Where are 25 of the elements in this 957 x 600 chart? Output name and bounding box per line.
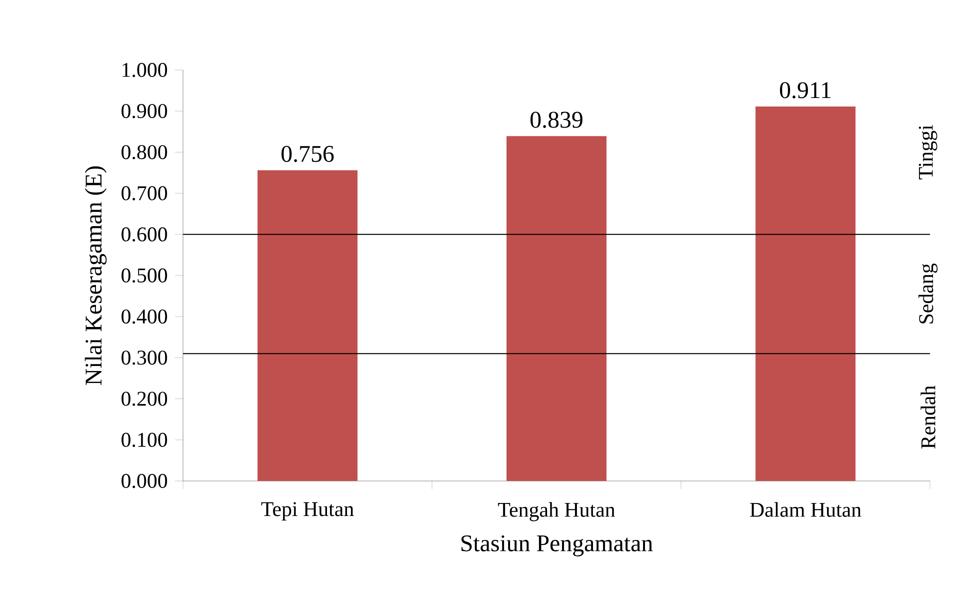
y-axis-title: Nilai Keseragaman (E)	[84, 166, 107, 385]
y-tick-label: 0.100	[122, 432, 168, 447]
x-tick-label: Dalam Hutan	[750, 502, 862, 517]
x-axis-title: Stasiun Pengamatan	[461, 535, 653, 556]
bar	[258, 170, 358, 481]
x-tick-label: Tepi Hutan	[261, 502, 354, 520]
y-tick-label: 0.700	[122, 186, 168, 200]
annotation: Sedang	[918, 264, 938, 324]
y-tick-label: 0.600	[122, 227, 168, 242]
y-tick-label: 1.000	[122, 62, 168, 78]
data-label: 0.911	[780, 82, 831, 98]
y-tick-label: 0.000	[122, 474, 168, 488]
y-tick-label: 0.500	[122, 268, 168, 283]
bar	[506, 136, 607, 481]
y-tick-label: 0.800	[122, 145, 168, 160]
y-tick-label: 0.200	[122, 392, 168, 406]
x-tick-label: Tengah Hutan	[498, 502, 616, 522]
bar	[756, 106, 856, 481]
y-tick-label: 0.400	[122, 309, 168, 324]
data-label: 0.756	[282, 146, 334, 162]
annotation: Tinggi	[918, 125, 938, 180]
y-tick-label: 0.300	[122, 350, 168, 365]
data-label: 0.839	[530, 112, 582, 128]
y-tick-label: 0.900	[122, 104, 168, 118]
annotation: Rendah	[920, 386, 936, 449]
